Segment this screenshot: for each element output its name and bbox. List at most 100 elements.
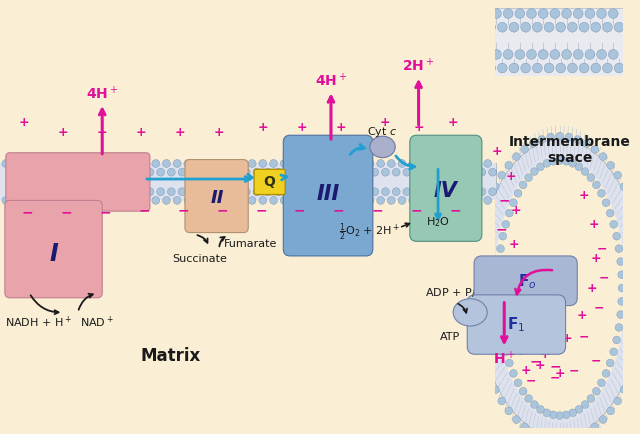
Circle shape [392,188,400,196]
Circle shape [152,197,159,204]
Text: −: − [593,301,604,314]
Text: −: − [177,203,189,217]
Circle shape [563,411,570,419]
Circle shape [509,22,519,32]
FancyBboxPatch shape [5,201,102,298]
Circle shape [66,197,74,204]
Circle shape [232,168,239,176]
Circle shape [478,168,486,176]
Circle shape [556,157,564,164]
Circle shape [299,63,308,73]
Circle shape [344,160,353,168]
Circle shape [1,49,11,59]
Circle shape [579,22,589,32]
Circle shape [100,22,110,32]
Circle shape [574,433,582,434]
Text: −: − [550,371,560,384]
Text: II: II [211,188,224,207]
Circle shape [371,168,379,176]
Text: 4H$^+$: 4H$^+$ [315,72,347,89]
Circle shape [596,49,607,59]
Circle shape [614,22,624,32]
Circle shape [7,168,15,176]
Circle shape [387,160,396,168]
Circle shape [430,197,438,204]
Circle shape [83,49,92,59]
Circle shape [591,423,599,431]
Circle shape [19,63,28,73]
Circle shape [339,168,346,176]
Circle shape [435,188,443,196]
Circle shape [299,22,308,32]
Text: +: + [296,121,307,134]
Circle shape [141,49,151,59]
Circle shape [131,160,138,168]
Circle shape [56,160,63,168]
Circle shape [17,188,26,196]
Circle shape [296,168,304,176]
Circle shape [468,9,478,18]
Text: −: − [569,364,580,377]
Circle shape [635,222,640,230]
Text: +: + [136,126,147,139]
Circle shape [409,160,417,168]
Circle shape [50,168,58,176]
Circle shape [403,168,411,176]
Circle shape [211,9,221,18]
Circle shape [620,386,628,394]
Circle shape [473,160,481,168]
Circle shape [141,160,149,168]
Circle shape [445,9,454,18]
Circle shape [467,188,475,196]
Circle shape [579,63,589,73]
Circle shape [398,160,406,168]
Circle shape [607,407,614,415]
Circle shape [547,133,555,141]
Text: +: + [506,170,516,183]
Circle shape [99,160,106,168]
Circle shape [387,197,396,204]
Circle shape [334,160,342,168]
Circle shape [477,222,484,230]
Circle shape [168,188,175,196]
Circle shape [339,188,346,196]
Circle shape [153,49,163,59]
Circle shape [163,197,170,204]
Circle shape [312,197,320,204]
Circle shape [532,22,542,32]
Circle shape [497,245,504,253]
Circle shape [480,9,490,18]
Circle shape [371,168,379,176]
Circle shape [538,136,546,143]
Circle shape [66,197,74,204]
Circle shape [82,188,90,196]
Circle shape [237,160,245,168]
Circle shape [357,22,367,32]
Circle shape [131,160,138,168]
Circle shape [527,9,536,18]
FancyBboxPatch shape [254,169,285,194]
Circle shape [269,160,277,168]
Circle shape [28,168,36,176]
Circle shape [109,197,117,204]
Circle shape [152,160,159,168]
Circle shape [439,63,449,73]
Circle shape [344,160,353,168]
Circle shape [556,22,566,32]
Circle shape [606,359,614,367]
Text: +: + [491,145,502,158]
Circle shape [602,199,610,207]
Circle shape [77,160,84,168]
Circle shape [1,9,11,18]
Circle shape [409,197,417,204]
Circle shape [467,168,475,176]
Circle shape [60,168,68,176]
Circle shape [17,168,26,176]
Circle shape [305,9,314,18]
Circle shape [536,405,545,413]
Circle shape [317,168,325,176]
Circle shape [451,22,460,32]
Circle shape [34,160,42,168]
Circle shape [103,168,111,176]
Circle shape [562,49,572,59]
